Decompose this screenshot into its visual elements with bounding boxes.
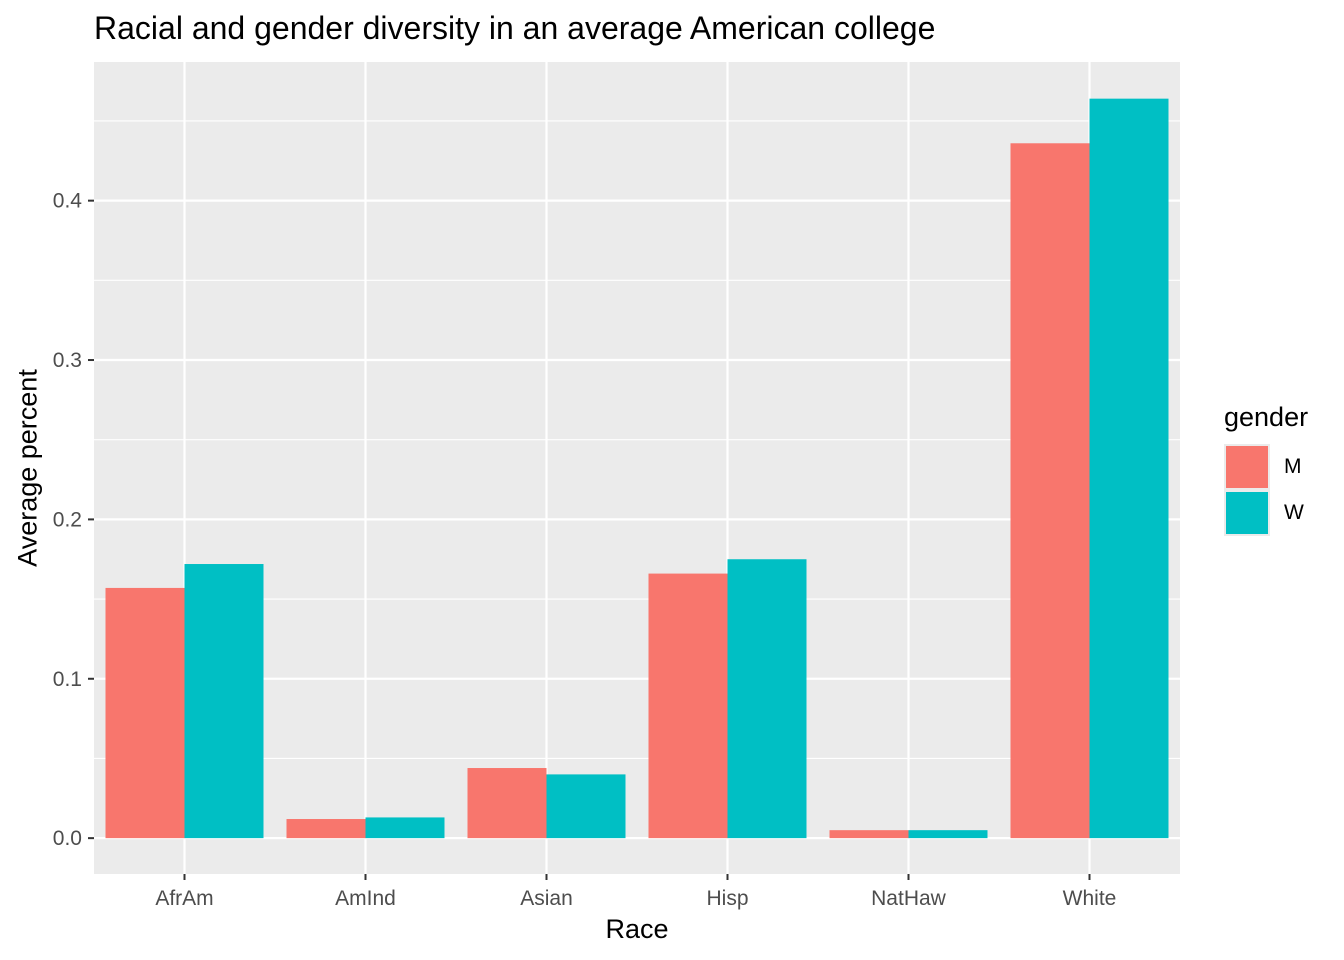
bar-m-nathaw (829, 830, 909, 839)
bar-m-asian (467, 768, 547, 839)
y-tick-label: 0.0 (53, 827, 82, 850)
y-tick-label: 0.3 (53, 349, 82, 372)
x-tick-label: Asian (520, 887, 573, 910)
x-tick-label: AmInd (335, 887, 396, 910)
legend-label-w: W (1284, 501, 1304, 524)
legend-label-m: M (1284, 455, 1302, 478)
bar-w-amind (365, 817, 445, 839)
legend-swatch-m (1226, 446, 1268, 488)
bar-w-asian (546, 774, 626, 839)
bar-m-afram (105, 587, 185, 839)
bar-m-amind (286, 819, 366, 839)
bar-m-white (1010, 143, 1090, 839)
legend-key-m (1224, 444, 1270, 490)
legend-title: gender (1224, 402, 1309, 432)
x-tick-label: AfrAm (155, 887, 213, 910)
bar-w-afram (184, 564, 264, 839)
y-tick-label: 0.2 (53, 508, 82, 531)
x-tick-label: Hisp (706, 887, 748, 910)
bar-m-hisp (648, 573, 728, 839)
legend-key-w (1224, 490, 1270, 536)
legend-swatch-w (1226, 492, 1268, 534)
bar-w-white (1089, 98, 1169, 839)
x-tick-label: NatHaw (871, 887, 947, 910)
bar-w-nathaw (908, 830, 988, 839)
y-tick-label: 0.1 (53, 668, 82, 691)
y-tick-label: 0.4 (53, 190, 83, 213)
x-axis-title: Race (605, 914, 669, 944)
y-axis-title: Average percent (12, 369, 43, 567)
chart-title: Racial and gender diversity in an averag… (94, 10, 936, 46)
panel-background (94, 62, 1180, 874)
bar-w-hisp (727, 559, 807, 839)
x-tick-label: White (1063, 887, 1117, 910)
